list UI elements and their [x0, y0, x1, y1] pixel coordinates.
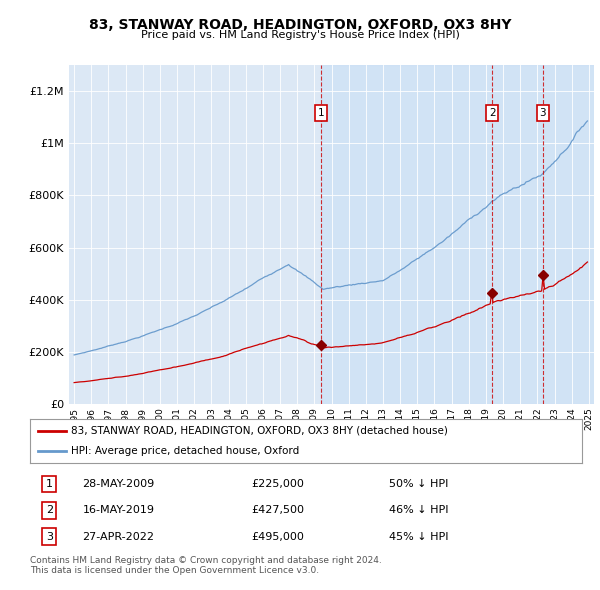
Text: HPI: Average price, detached house, Oxford: HPI: Average price, detached house, Oxfo…	[71, 446, 299, 456]
Text: 3: 3	[46, 532, 53, 542]
Text: 45% ↓ HPI: 45% ↓ HPI	[389, 532, 448, 542]
Text: 83, STANWAY ROAD, HEADINGTON, OXFORD, OX3 8HY (detached house): 83, STANWAY ROAD, HEADINGTON, OXFORD, OX…	[71, 426, 448, 436]
Text: £225,000: £225,000	[251, 479, 304, 489]
Text: 46% ↓ HPI: 46% ↓ HPI	[389, 506, 448, 515]
Text: 2: 2	[46, 506, 53, 515]
Text: 27-APR-2022: 27-APR-2022	[82, 532, 154, 542]
Bar	[321, 65, 598, 404]
Text: 3: 3	[539, 108, 546, 118]
Text: 28-MAY-2009: 28-MAY-2009	[82, 479, 155, 489]
Text: £495,000: £495,000	[251, 532, 304, 542]
Text: 16-MAY-2019: 16-MAY-2019	[82, 506, 154, 515]
Text: 50% ↓ HPI: 50% ↓ HPI	[389, 479, 448, 489]
Text: 2: 2	[489, 108, 496, 118]
Text: Contains HM Land Registry data © Crown copyright and database right 2024.
This d: Contains HM Land Registry data © Crown c…	[30, 556, 382, 575]
Text: 1: 1	[46, 479, 53, 489]
Text: 1: 1	[317, 108, 324, 118]
Text: £427,500: £427,500	[251, 506, 304, 515]
Text: Price paid vs. HM Land Registry's House Price Index (HPI): Price paid vs. HM Land Registry's House …	[140, 30, 460, 40]
Text: 83, STANWAY ROAD, HEADINGTON, OXFORD, OX3 8HY: 83, STANWAY ROAD, HEADINGTON, OXFORD, OX…	[89, 18, 511, 32]
